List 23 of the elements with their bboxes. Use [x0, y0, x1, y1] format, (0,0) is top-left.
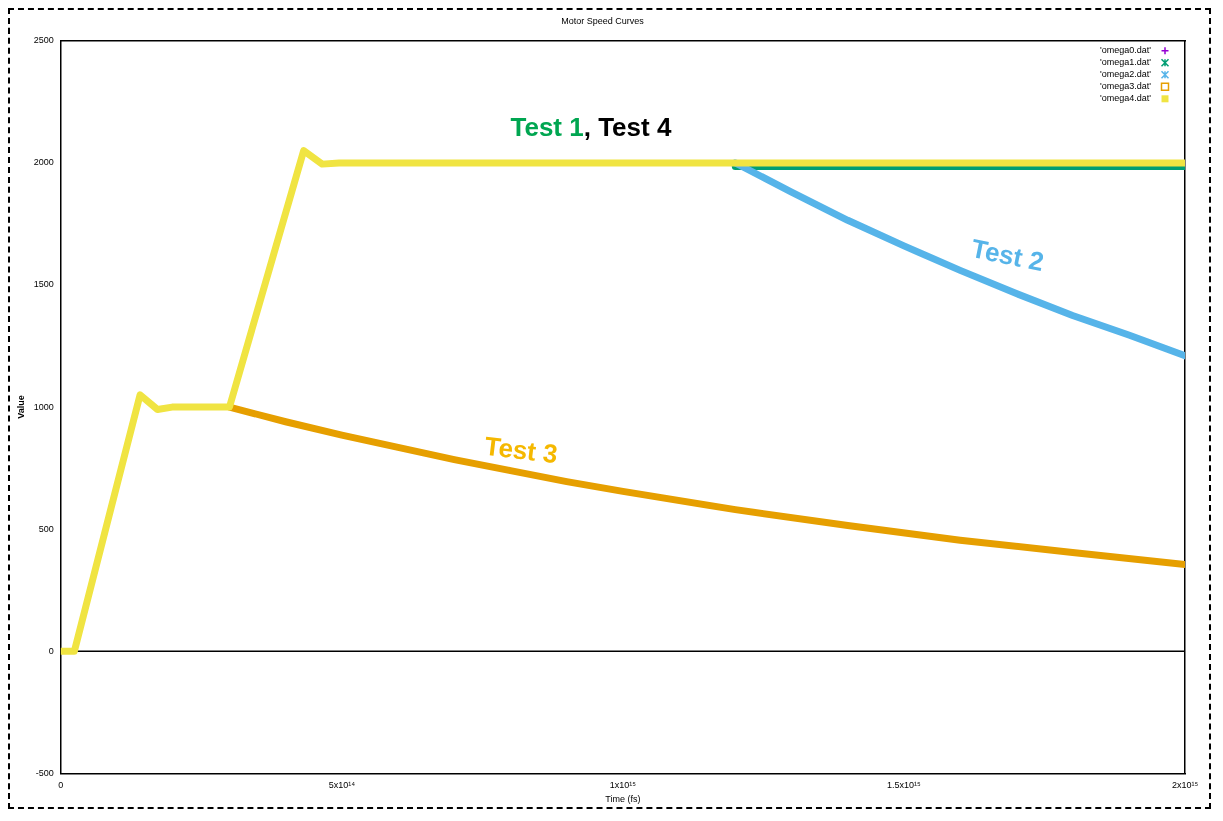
x-axis-title: Time (fs) [605, 794, 641, 805]
y-tick-label: -500 [35, 767, 54, 778]
legend-label: 'omega3.dat' [1100, 81, 1152, 92]
legend-label: 'omega1.dat' [1100, 57, 1152, 68]
y-tick-label: 500 [38, 523, 54, 534]
y-tick-label: 1000 [33, 401, 54, 412]
x-tick-label: 1.5x10¹⁵ [887, 780, 922, 791]
x-tick-label: 5x10¹⁴ [328, 780, 356, 791]
annotation: Test 3 [483, 430, 560, 470]
y-tick-label: 2000 [33, 157, 54, 168]
legend-label: 'omega4.dat' [1100, 93, 1152, 104]
x-tick-label: 0 [58, 780, 64, 791]
y-tick-label: 2500 [33, 35, 54, 46]
annotation: Test 1, Test 4 [510, 111, 672, 142]
legend-label: 'omega0.dat' [1100, 45, 1152, 56]
legend-label: 'omega2.dat' [1100, 69, 1152, 80]
x-tick-label: 2x10¹⁵ [1171, 780, 1199, 791]
y-tick-label: 1500 [33, 279, 54, 290]
annotation: Test 2 [968, 233, 1047, 278]
chart-title: Motor Speed Curves [561, 15, 645, 26]
y-tick-label: 0 [48, 645, 54, 656]
y-axis-title: Value [15, 395, 26, 419]
x-tick-label: 1x10¹⁵ [609, 780, 637, 791]
